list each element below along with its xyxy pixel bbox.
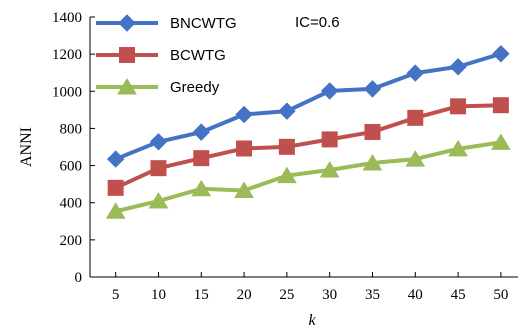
y-tick-label: 0 [75,270,83,286]
x-tick-label: 10 [151,287,166,303]
data-point-bcwtg [278,138,295,155]
data-point-bncwtg [449,58,467,76]
legend-label-bncwtg: BNCWTG [170,15,237,32]
legend-item-bcwtg: BCWTG [96,47,226,64]
data-point-greedy [191,179,212,197]
x-tick-label: 40 [408,287,423,303]
y-axis-title: ANNI [18,127,35,167]
data-point-bcwtg [450,98,467,115]
legend-label-bcwtg: BCWTG [170,47,226,64]
data-point-bncwtg [106,150,125,168]
axes: 0 200 400 600 800 1000 1200 1400 5 10 15 20 25 30 35 40… [52,10,518,303]
series-layer [105,45,511,219]
y-tick-label: 1000 [52,84,82,100]
y-tick-label: 800 [60,121,83,137]
x-tick-label: 50 [493,287,508,303]
x-tick-label: 25 [279,287,294,303]
data-point-bncwtg [492,45,510,63]
y-tick-label: 400 [60,196,83,212]
series-line-bncwtg [114,51,502,161]
data-point-bcwtg [492,97,509,114]
y-tick-label: 1200 [52,47,82,63]
data-point-greedy [276,166,297,184]
data-point-bncwtg [406,64,424,82]
y-tick-label: 600 [60,159,83,175]
data-point-bcwtg [193,150,210,167]
x-tick-label: 15 [194,287,209,303]
data-point-bncwtg [363,80,382,98]
data-point-greedy [148,192,169,209]
data-point-bncwtg [192,123,210,141]
data-point-bncwtg [149,133,168,151]
data-point-greedy [448,139,468,157]
data-point-bcwtg [321,131,338,148]
data-point-bcwtg [236,140,253,157]
data-point-greedy [362,153,383,171]
data-point-bcwtg [364,123,381,140]
data-point-bncwtg [320,82,339,100]
data-point-bcwtg [107,179,124,196]
x-tick-label: 5 [112,287,120,303]
data-point-bncwtg [235,105,253,124]
series-greedy [105,133,511,219]
x-tick-label: 35 [365,287,380,303]
data-point-greedy [319,161,340,178]
series-line-greedy [115,140,502,214]
data-point-bncwtg [278,102,296,120]
x-tick-label: 20 [237,287,252,303]
legend-marker-bcwtg [119,47,135,63]
x-axis-title: k [308,312,316,329]
y-tick-label: 1400 [52,10,82,26]
data-point-greedy [105,202,126,219]
legend-item-bncwtg: BNCWTG [96,14,237,32]
data-point-bcwtg [407,109,424,126]
legend: BNCWTG BCWTG Greedy [96,14,237,96]
data-point-greedy [490,133,511,150]
legend-marker-greedy [117,78,137,95]
annotation-ic: IC=0.6 [295,14,340,31]
data-point-greedy [234,181,254,198]
data-point-greedy [405,150,426,167]
y-tick-label: 200 [60,233,83,249]
legend-label-greedy: Greedy [170,79,220,96]
series-bcwtg [107,97,509,196]
x-tick-label: 45 [451,287,466,303]
legend-marker-bncwtg [118,14,136,32]
x-tick-label: 30 [322,287,337,303]
legend-item-greedy: Greedy [96,78,220,96]
series-bncwtg [106,45,510,168]
series-line-bcwtg [114,103,501,190]
data-point-bcwtg [150,160,167,177]
